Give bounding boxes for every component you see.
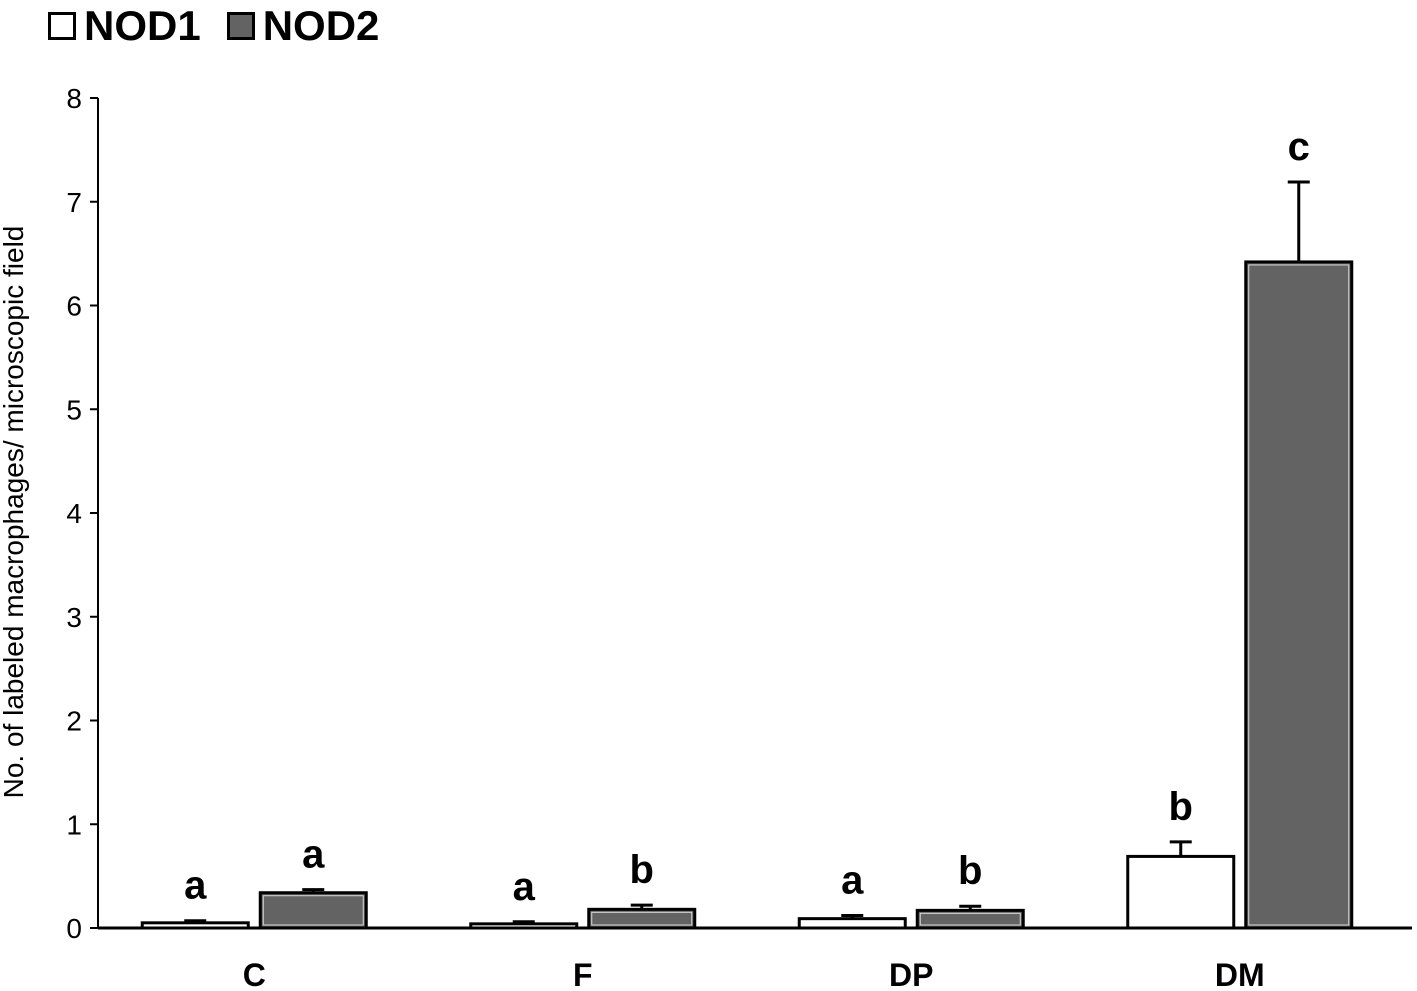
significance-letter: b <box>630 848 654 892</box>
x-tick-label: DP <box>889 957 933 991</box>
bar-nod1 <box>1126 854 1236 930</box>
significance-letter: b <box>1169 785 1193 829</box>
significance-letter: a <box>302 833 325 877</box>
legend-swatch-nod1 <box>48 12 76 40</box>
bar-inner-border <box>591 911 693 926</box>
x-tick-label: C <box>243 957 266 991</box>
bar-inner-border <box>919 912 1021 926</box>
y-tick-label: 3 <box>66 602 82 633</box>
y-tick-label: 1 <box>66 809 82 840</box>
y-tick-label: 7 <box>66 187 82 218</box>
bar-nod1 <box>140 921 250 930</box>
bar-nod1 <box>797 917 907 930</box>
legend: NOD1 NOD2 <box>48 2 405 50</box>
legend-item-nod1: NOD1 <box>48 2 201 50</box>
significance-letter: c <box>1288 125 1310 169</box>
y-tick-label: 2 <box>66 706 82 737</box>
significance-letter: a <box>513 865 536 909</box>
bar-nod2 <box>915 908 1025 930</box>
significance-letter: a <box>841 859 864 903</box>
bar-inner-border <box>1248 264 1350 926</box>
significance-letter: a <box>184 864 207 908</box>
bar-nod2 <box>1244 260 1354 930</box>
legend-item-nod2: NOD2 <box>226 2 380 50</box>
y-tick-label: 0 <box>66 913 82 944</box>
bar-nod2 <box>258 891 368 930</box>
significance-letter: b <box>958 849 982 893</box>
x-tick-label: DM <box>1215 957 1265 991</box>
bar-nod2 <box>587 907 697 930</box>
y-tick-label: 6 <box>66 291 82 322</box>
x-tick-label: F <box>573 957 593 991</box>
legend-swatch-nod2 <box>226 12 255 40</box>
bar-inner-border <box>262 895 364 926</box>
legend-label-nod2: NOD2 <box>262 2 380 49</box>
y-tick-label: 4 <box>66 498 82 529</box>
bar-nod1 <box>469 922 579 930</box>
y-tick-label: 8 <box>66 83 82 114</box>
legend-label-nod1: NOD1 <box>84 2 201 49</box>
y-tick-label: 5 <box>66 394 82 425</box>
